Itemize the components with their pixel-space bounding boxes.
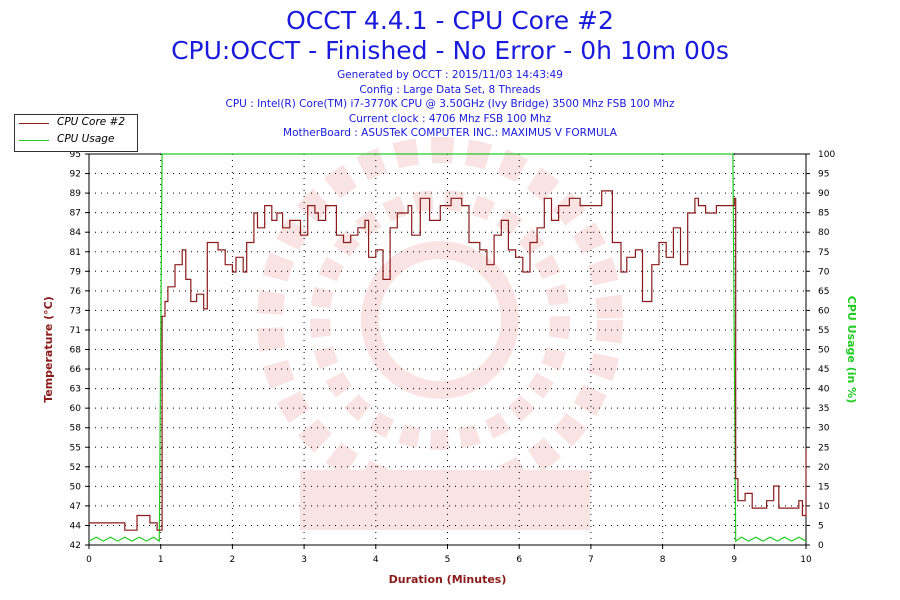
y-tick-label: 87 — [70, 209, 81, 219]
chart-title: OCCT 4.4.1 - CPU Core #2 — [286, 6, 614, 35]
x-tick-label: 0 — [86, 555, 92, 565]
y-axis-right: 0 5 10 15 20 25 30 35 40 45 50 55 60 65 70 75 80 85 90 95 10… — [806, 150, 835, 551]
y2-tick-label: 5 — [818, 521, 824, 531]
y2-tick-label: 40 — [818, 385, 830, 395]
info-line: Config : Large Data Set, 8 Threads — [359, 83, 541, 96]
x-tick-label: 10 — [800, 555, 812, 565]
y2-axis-label: CPU Usage (in %) — [845, 296, 858, 403]
legend-label-temperature: CPU Core #2 — [57, 116, 126, 128]
y2-tick-label: 55 — [818, 326, 829, 336]
y2-tick-label: 0 — [818, 541, 824, 551]
y2-tick-label: 100 — [818, 150, 835, 160]
y2-tick-label: 15 — [818, 482, 829, 492]
y2-tick-label: 45 — [818, 365, 829, 375]
y2-tick-label: 35 — [818, 404, 829, 414]
y2-tick-label: 95 — [818, 170, 829, 180]
y2-tick-label: 85 — [818, 209, 829, 219]
y2-tick-label: 90 — [818, 189, 830, 199]
info-line: MotherBoard : ASUSTeK COMPUTER INC.: MAX… — [283, 127, 617, 139]
y2-tick-label: 10 — [818, 502, 830, 512]
y-tick-label: 92 — [70, 170, 81, 180]
legend-swatch-temperature — [19, 123, 49, 124]
series-layer — [88, 153, 807, 543]
y2-tick-label: 65 — [818, 287, 829, 297]
y-tick-label: 42 — [70, 541, 81, 551]
info-line: Generated by OCCT : 2015/11/03 14:43:49 — [337, 69, 563, 81]
y-tick-label: 44 — [70, 521, 82, 531]
y2-tick-label: 70 — [818, 267, 830, 277]
y-axis-left: 42 44 47 50 52 55 58 60 63 66 68 71 73 76 79 81 84 87 89 92… — [70, 150, 89, 551]
x-tick-label: 3 — [301, 555, 307, 565]
x-tick-label: 8 — [660, 555, 666, 565]
chart-subtitle: CPU:OCCT - Finished - No Error - 0h 10m … — [171, 36, 729, 65]
x-tick-label: 1 — [158, 555, 164, 565]
y-tick-label: 60 — [70, 404, 82, 414]
y-tick-label: 89 — [70, 189, 82, 199]
series-line-cpu-usage — [88, 153, 807, 543]
x-tick-label: 5 — [445, 555, 451, 565]
y2-tick-label: 20 — [818, 463, 830, 473]
y-tick-label: 55 — [70, 443, 81, 453]
info-line: Current clock : 4706 Mhz FSB 100 Mhz — [348, 112, 552, 125]
y-axis-label: Temperature (°C) — [42, 296, 55, 403]
y2-tick-label: 60 — [818, 306, 830, 316]
y-tick-label: 63 — [70, 385, 81, 395]
x-axis-label: Duration (Minutes) — [389, 573, 507, 586]
y-tick-label: 76 — [70, 287, 82, 297]
y-tick-label: 95 — [70, 150, 81, 160]
legend-swatch-usage — [19, 140, 49, 141]
info-line: CPU : Intel(R) Core(TM) i7-3770K CPU @ 3… — [225, 98, 675, 110]
y-tick-label: 73 — [70, 306, 81, 316]
x-tick-label: 7 — [588, 555, 594, 565]
legend-label-usage: CPU Usage — [57, 133, 115, 145]
x-axis: 0 1 2 3 4 5 6 7 8 9 10 — [86, 545, 812, 565]
y-tick-label: 52 — [70, 463, 81, 473]
y-tick-label: 47 — [70, 502, 81, 512]
watermark-logo — [257, 137, 623, 530]
y2-tick-label: 25 — [818, 443, 829, 453]
y-tick-label: 58 — [70, 424, 82, 434]
y-tick-label: 84 — [70, 228, 82, 238]
y2-tick-label: 50 — [818, 346, 830, 356]
x-tick-label: 2 — [230, 555, 236, 565]
y-tick-label: 66 — [70, 365, 82, 375]
y-tick-label: 81 — [70, 248, 81, 258]
y2-tick-label: 80 — [818, 228, 830, 238]
y-tick-label: 68 — [70, 346, 82, 356]
x-tick-label: 4 — [373, 555, 379, 565]
legend: CPU Core #2 CPU Usage — [14, 114, 138, 152]
x-tick-label: 6 — [516, 555, 522, 565]
y-tick-label: 50 — [70, 482, 82, 492]
series-line-cpu-core-2 — [89, 190, 807, 531]
x-tick-label: 9 — [731, 555, 737, 565]
y2-tick-label: 30 — [818, 424, 830, 434]
y2-tick-label: 75 — [818, 248, 829, 258]
y-tick-label: 79 — [70, 267, 82, 277]
y-tick-label: 71 — [70, 326, 81, 336]
